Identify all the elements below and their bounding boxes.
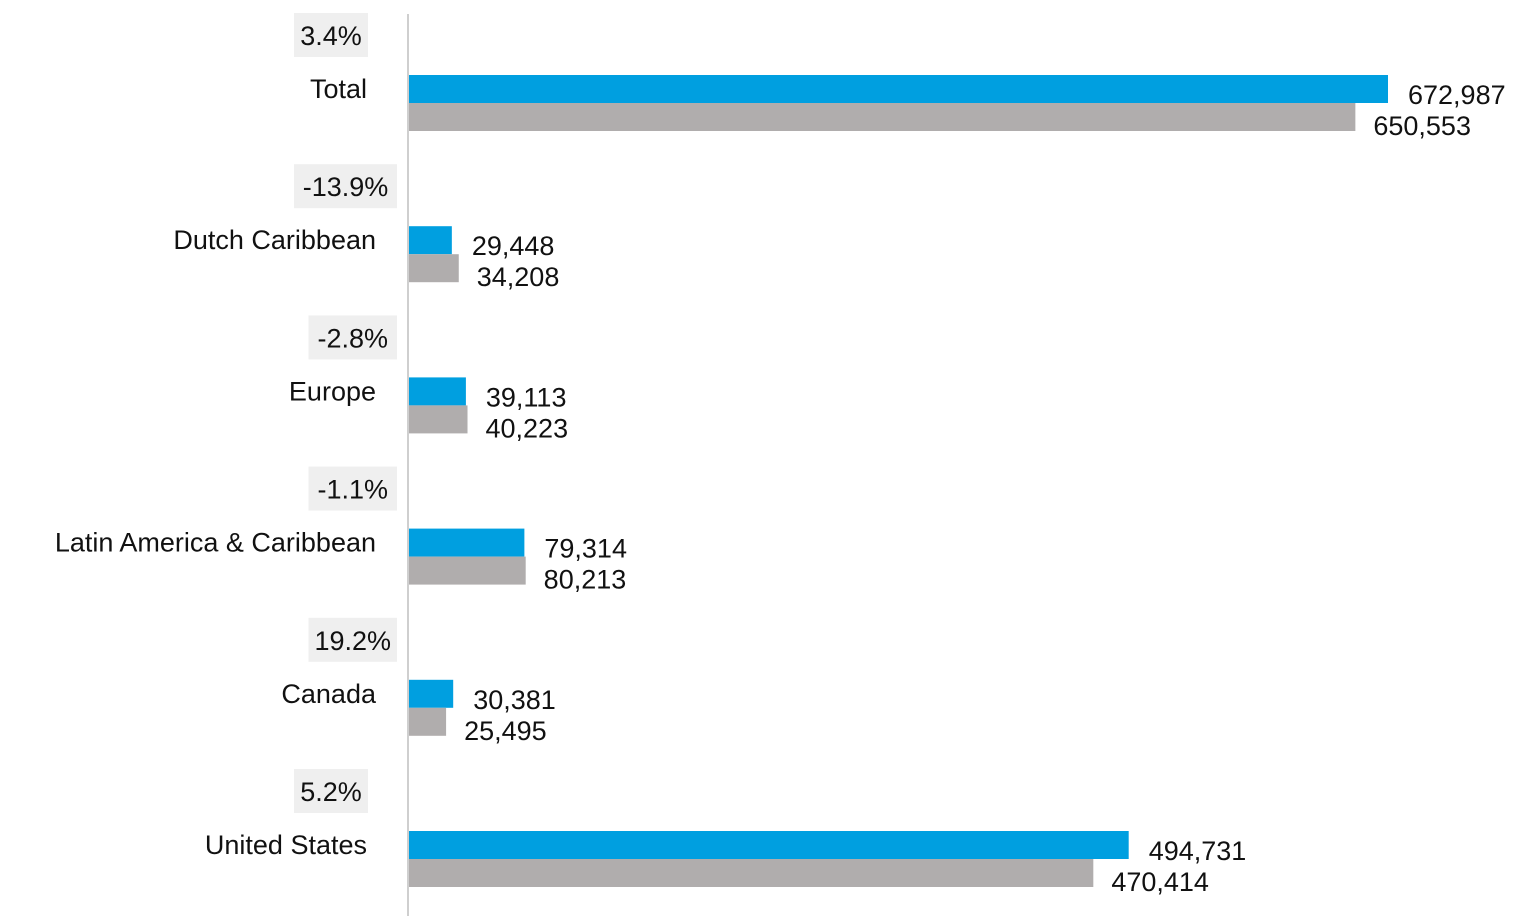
change-label: -1.1% [317, 475, 388, 505]
bar-series-1 [409, 75, 1388, 103]
bar-series-1 [409, 528, 525, 557]
category-label: Total [310, 74, 367, 104]
category-label: Latin America & Caribbean [55, 528, 376, 558]
data-label: 650,553 [1373, 111, 1471, 141]
bar-series-2 [409, 859, 1094, 887]
bar-series-1 [409, 679, 454, 708]
category-label: Europe [289, 376, 376, 406]
change-label-box [294, 769, 368, 813]
change-label: 5.2% [300, 777, 362, 807]
data-label: 494,731 [1149, 836, 1247, 866]
category-label: Canada [281, 679, 377, 709]
change-label-box [308, 466, 397, 511]
bar-series-2 [409, 405, 468, 434]
change-label-box [308, 315, 397, 360]
data-label: 40,223 [486, 413, 569, 443]
bar-series-2 [409, 556, 526, 585]
data-label: 30,381 [473, 685, 556, 715]
bar-series-1 [409, 377, 466, 406]
data-label: 39,113 [486, 382, 567, 412]
change-label: -2.8% [317, 323, 388, 353]
change-label-box [294, 164, 397, 209]
data-label: 29,448 [472, 231, 555, 261]
change-label: -13.9% [303, 172, 389, 202]
bar-series-2 [409, 707, 447, 736]
bar-series-2 [409, 103, 1356, 131]
data-label: 672,987 [1408, 80, 1506, 110]
bar-series-2 [409, 254, 459, 283]
category-label: United States [205, 830, 367, 860]
change-label-box [308, 617, 397, 662]
bar-series-1 [409, 226, 452, 255]
change-label-box [294, 13, 368, 57]
data-label: 80,213 [544, 565, 627, 595]
data-label: 470,414 [1111, 867, 1209, 897]
data-label: 34,208 [477, 262, 560, 292]
data-label: 25,495 [464, 716, 547, 746]
data-label: 79,314 [544, 534, 627, 564]
change-label: 3.4% [300, 21, 362, 51]
change-label: 19.2% [314, 626, 391, 656]
bar-series-1 [409, 831, 1129, 859]
category-label: Dutch Caribbean [173, 225, 376, 255]
